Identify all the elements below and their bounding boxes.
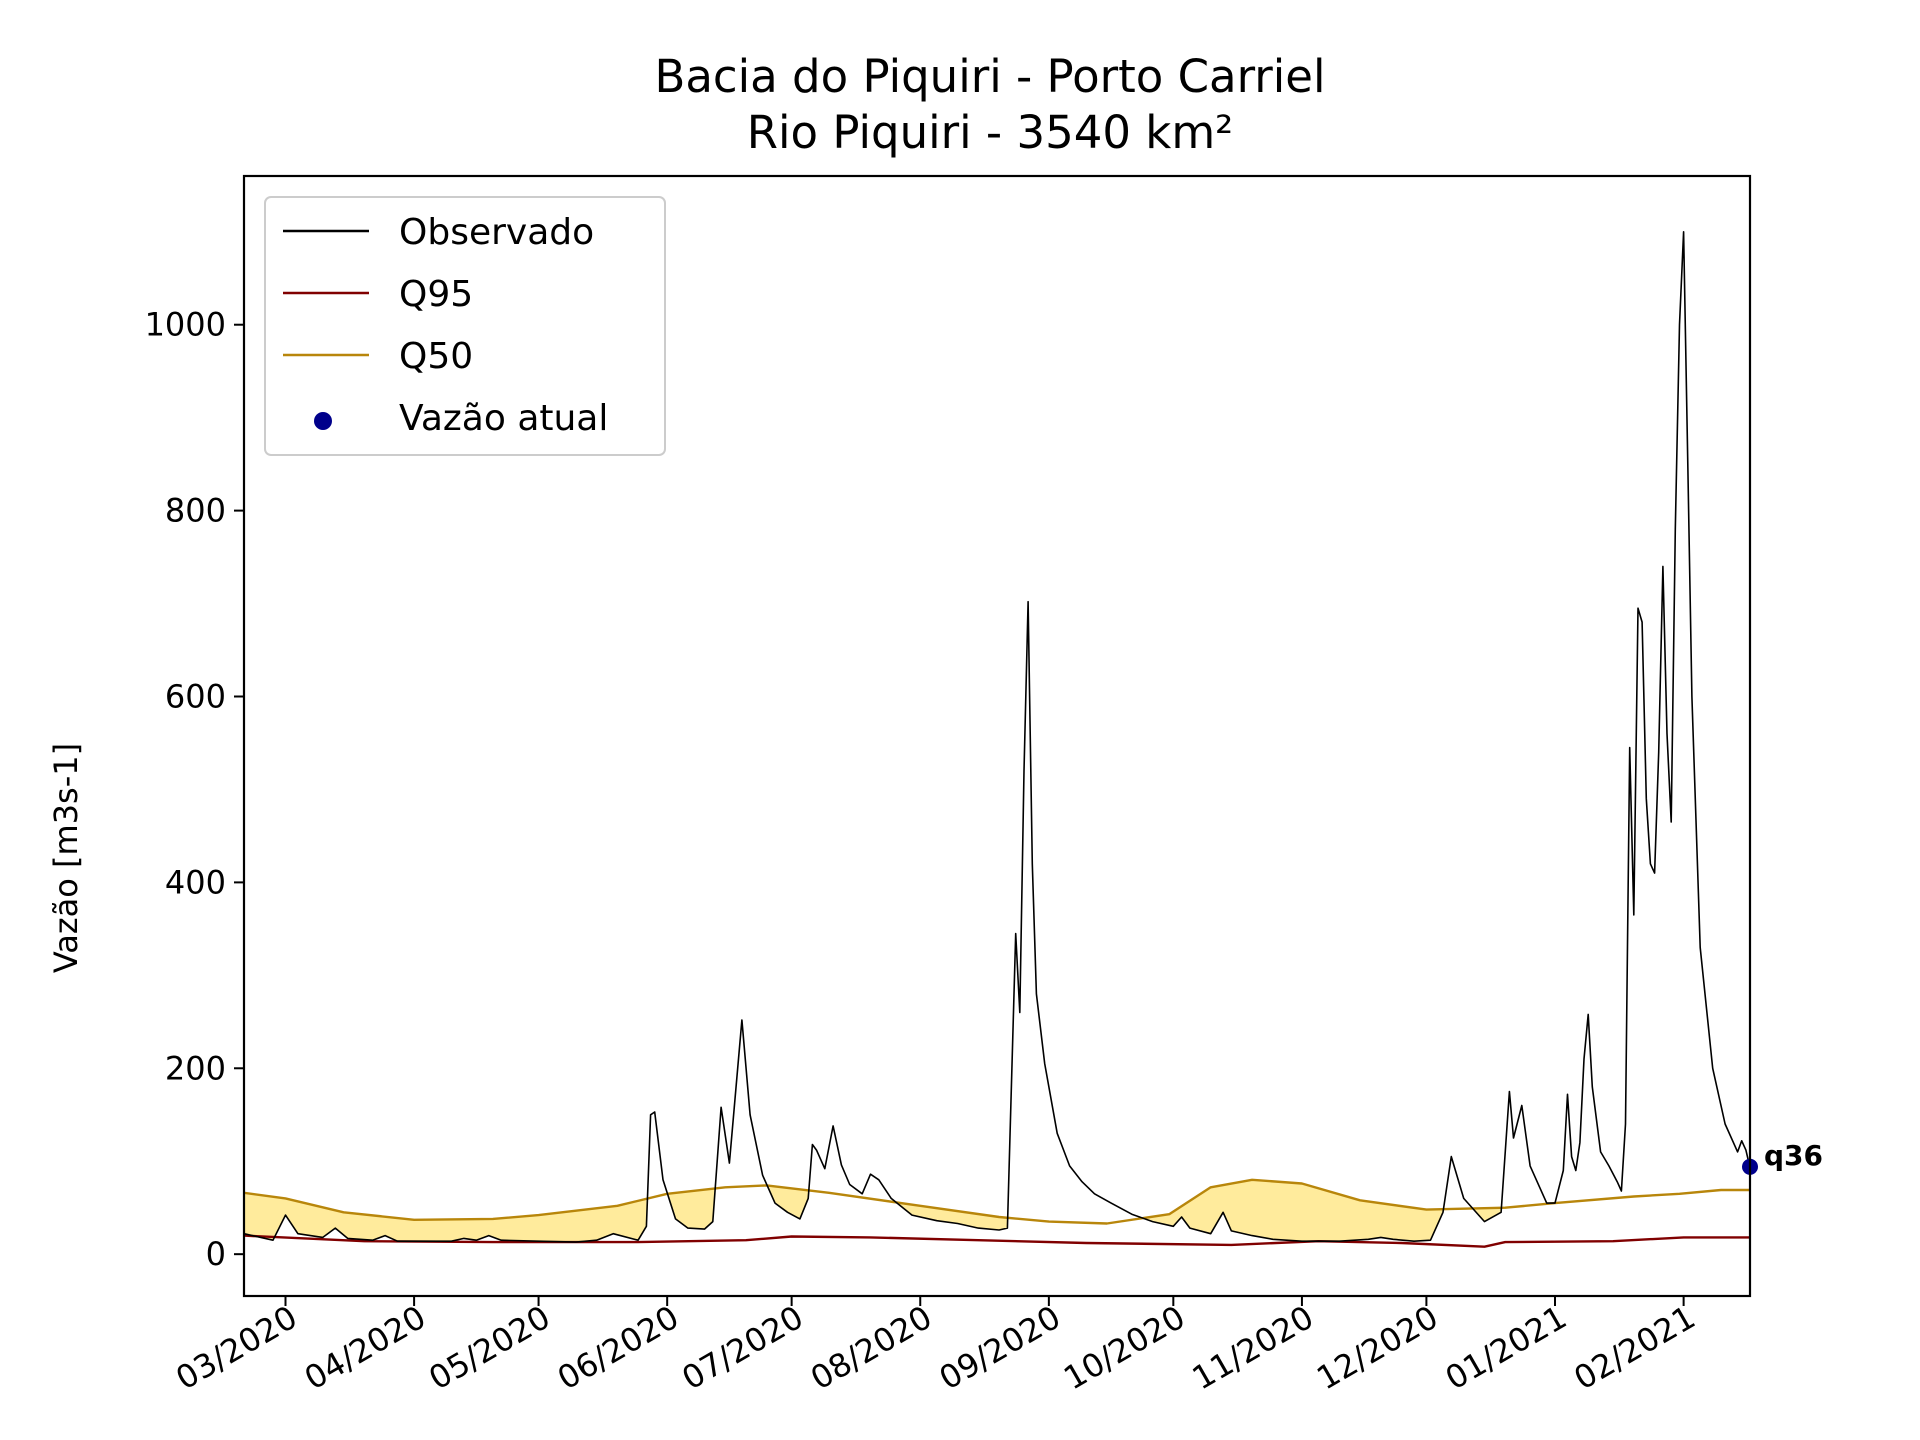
deficit-fill-area xyxy=(244,1179,1502,1243)
x-tick-label: 02/2021 xyxy=(1567,1298,1701,1397)
chart-title-line2: Rio Piquiri - 3540 km² xyxy=(747,106,1233,159)
legend-box xyxy=(264,196,666,456)
plot-area xyxy=(244,231,1750,1248)
legend: Observado Q95 Q50 Vazão atual xyxy=(264,196,666,456)
x-tick-label: 04/2020 xyxy=(298,1298,432,1397)
y-axis-label: Vazão [m3s-1] xyxy=(47,743,85,973)
legend-label-1: Q95 xyxy=(399,274,473,315)
x-tick-label: 03/2020 xyxy=(169,1298,303,1397)
legend-label-3: Vazão atual xyxy=(399,398,608,439)
x-tick-label: 10/2020 xyxy=(1057,1298,1191,1397)
plot-frame xyxy=(242,174,1752,1298)
series-line-q95 xyxy=(244,1234,1750,1248)
series-line-observado xyxy=(244,231,1750,1243)
y-tick-label: 1000 xyxy=(145,306,226,344)
legend-marker-3 xyxy=(314,412,332,430)
x-tick-label: 08/2020 xyxy=(804,1298,938,1397)
chart-title-line1: Bacia do Piquiri - Porto Carriel xyxy=(654,50,1325,103)
y-tick-label: 600 xyxy=(165,677,226,715)
y-tick-label: 200 xyxy=(165,1049,226,1087)
x-tick-label: 11/2020 xyxy=(1186,1298,1320,1397)
series-line-q50 xyxy=(244,1178,1750,1225)
y-tick-label: 0 xyxy=(206,1235,226,1273)
current-flow-annotation: q36 xyxy=(1764,1139,1823,1172)
legend-label-0: Observado xyxy=(399,212,594,253)
x-tick-label: 07/2020 xyxy=(676,1298,810,1397)
x-tick-label: 12/2020 xyxy=(1310,1298,1444,1397)
x-tick-label: 01/2021 xyxy=(1439,1298,1573,1397)
legend-label-2: Q50 xyxy=(399,336,473,377)
x-tick-label: 06/2020 xyxy=(551,1298,685,1397)
x-tick-label: 09/2020 xyxy=(933,1298,1067,1397)
y-tick-label: 800 xyxy=(165,492,226,530)
x-tick-label: 05/2020 xyxy=(422,1298,556,1397)
y-tick-label: 400 xyxy=(165,863,226,901)
